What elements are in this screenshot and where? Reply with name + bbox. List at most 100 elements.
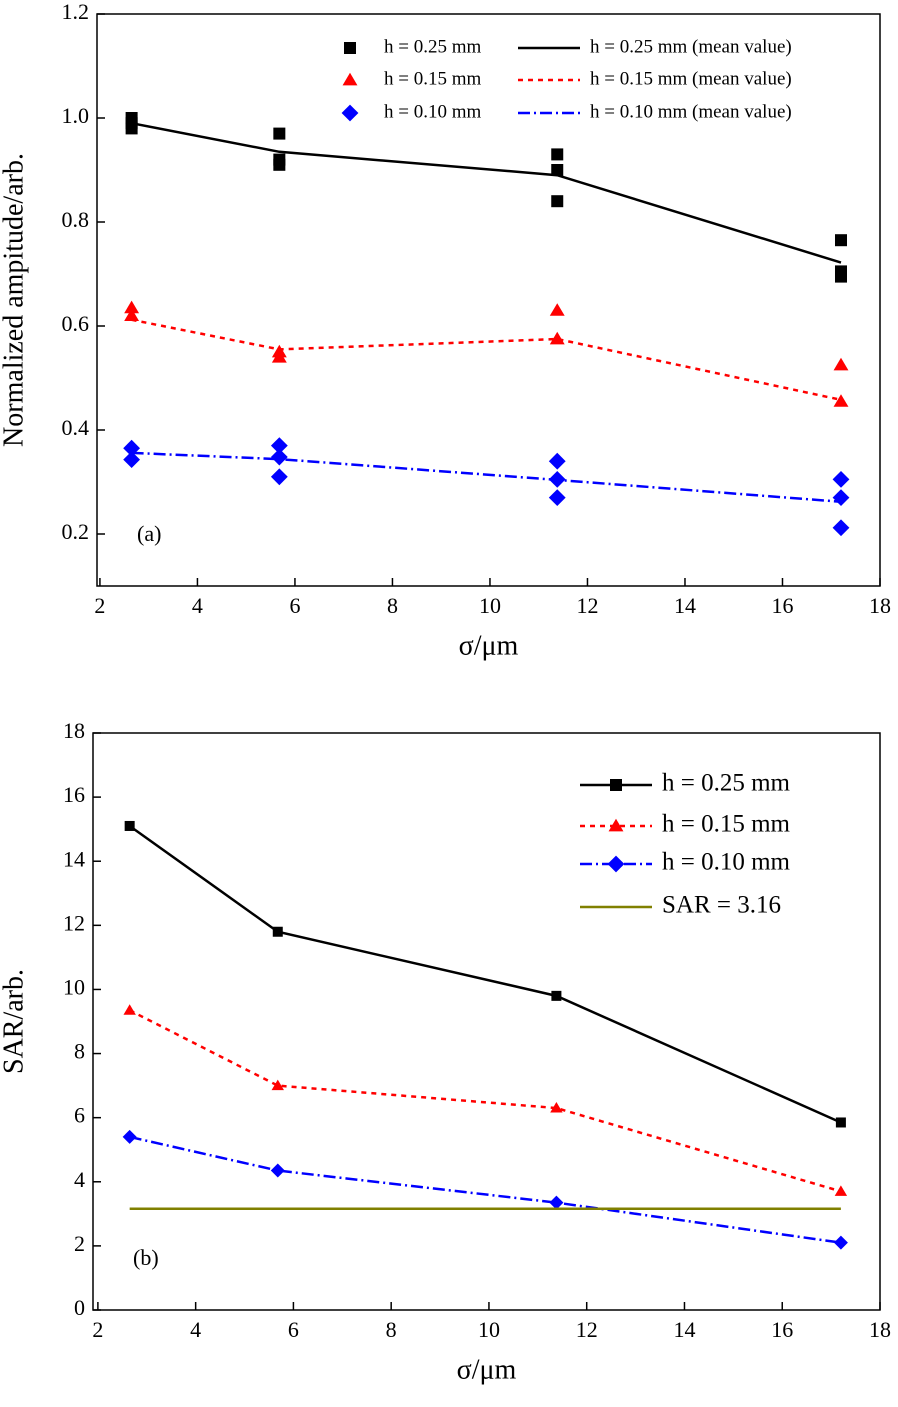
plot-frame bbox=[92, 732, 881, 1311]
marker-diamond bbox=[549, 1195, 564, 1210]
y-axis-title: Normalized ampitude/arb. bbox=[0, 153, 29, 447]
x-tick-label: 6 bbox=[288, 1317, 299, 1342]
marker-square bbox=[551, 195, 564, 208]
x-tick-label: 10 bbox=[479, 593, 501, 618]
x-tick-label: 14 bbox=[674, 593, 696, 618]
marker-triangle bbox=[550, 1102, 563, 1113]
legend-entry: h = 0.15 mm bbox=[384, 68, 481, 89]
x-tick-label: 2 bbox=[92, 1317, 103, 1342]
marker-square bbox=[835, 1117, 846, 1128]
marker-triangle bbox=[833, 394, 849, 407]
y-tick-label: 0.4 bbox=[62, 415, 90, 440]
marker-square bbox=[273, 158, 286, 171]
panel-label: (b) bbox=[133, 1245, 159, 1270]
marker-square bbox=[272, 926, 283, 937]
marker-diamond bbox=[548, 489, 566, 506]
legend-label: SAR = 3.16 bbox=[662, 892, 781, 919]
legend-entry: h = 0.15 mm (mean value) bbox=[518, 68, 792, 89]
legend-label: h = 0.15 mm (mean value) bbox=[590, 68, 792, 89]
y-tick-label: 18 bbox=[63, 718, 85, 743]
marker-diamond bbox=[270, 468, 288, 486]
marker-diamond bbox=[270, 437, 288, 454]
marker-triangle bbox=[124, 308, 140, 321]
y-tick-label: 16 bbox=[63, 782, 85, 807]
y-tick-label: 1.0 bbox=[62, 103, 90, 128]
x-tick-label: 2 bbox=[94, 593, 105, 618]
marker-triangle bbox=[271, 350, 287, 363]
series-line bbox=[129, 1009, 842, 1193]
marker-diamond bbox=[833, 1235, 848, 1250]
legend-entry: h = 0.25 mm bbox=[384, 36, 481, 57]
x-tick-label: 4 bbox=[190, 1317, 201, 1342]
marker-square bbox=[551, 990, 562, 1001]
x-tick-label: 6 bbox=[289, 593, 300, 618]
legend-label: h = 0.15 mm bbox=[384, 68, 481, 89]
x-tick-label: 12 bbox=[576, 1317, 598, 1342]
marker-diamond bbox=[832, 519, 850, 537]
marker-square bbox=[125, 122, 138, 135]
legend-marker bbox=[608, 818, 624, 832]
marker-square bbox=[124, 820, 135, 831]
y-tick-label: 6 bbox=[74, 1103, 85, 1128]
y-tick-label: 12 bbox=[63, 910, 85, 935]
y-tick-label: 2 bbox=[74, 1231, 85, 1256]
panel-label: (a) bbox=[137, 521, 161, 546]
series-line bbox=[131, 121, 842, 264]
x-tick-label: 16 bbox=[771, 1317, 793, 1342]
marker-diamond bbox=[270, 1163, 285, 1178]
marker-diamond bbox=[270, 448, 288, 466]
legend-entry: h = 0.25 mm (mean value) bbox=[518, 36, 792, 57]
y-tick-label: 0.8 bbox=[62, 207, 90, 232]
marker-diamond bbox=[832, 471, 850, 488]
legend-label: h = 0.25 mm (mean value) bbox=[590, 36, 792, 57]
legend-label: h = 0.10 mm bbox=[662, 849, 791, 876]
legend-entry: h = 0.15 mm bbox=[580, 811, 791, 838]
marker-triangle bbox=[549, 331, 565, 345]
legend-entry: SAR = 3.16 bbox=[580, 892, 781, 919]
y-tick-label: 14 bbox=[63, 846, 85, 871]
y-tick-label: 1.2 bbox=[62, 0, 90, 24]
marker-square bbox=[834, 270, 847, 283]
legend-entry: h = 0.10 mm bbox=[580, 849, 791, 876]
marker-triangle bbox=[833, 357, 849, 371]
marker-triangle bbox=[123, 1004, 136, 1015]
x-tick-label: 10 bbox=[478, 1317, 500, 1342]
marker-square bbox=[834, 234, 847, 247]
legend-swatch bbox=[342, 72, 358, 86]
legend-swatch bbox=[344, 42, 356, 54]
x-tick-label: 18 bbox=[869, 1317, 891, 1342]
legend-label: h = 0.15 mm bbox=[662, 811, 791, 838]
legend-label: h = 0.25 mm bbox=[662, 770, 791, 797]
x-tick-label: 4 bbox=[192, 593, 203, 618]
legend-label: h = 0.10 mm (mean value) bbox=[590, 101, 792, 122]
marker-square bbox=[273, 127, 286, 140]
marker-square bbox=[551, 164, 564, 176]
legend-entry: h = 0.10 mm bbox=[384, 101, 481, 122]
y-tick-label: 4 bbox=[74, 1167, 85, 1192]
x-tick-label: 8 bbox=[387, 593, 398, 618]
series-line bbox=[131, 451, 842, 504]
series-line bbox=[131, 318, 842, 402]
x-tick-label: 18 bbox=[869, 593, 891, 618]
x-tick-label: 12 bbox=[576, 593, 598, 618]
legend-label: h = 0.10 mm bbox=[384, 101, 481, 122]
x-tick-label: 16 bbox=[771, 593, 793, 618]
y-tick-label: 0.6 bbox=[62, 311, 90, 336]
legend-swatch bbox=[341, 104, 359, 122]
legend-marker bbox=[607, 855, 625, 873]
x-tick-label: 14 bbox=[673, 1317, 695, 1342]
marker-triangle bbox=[549, 303, 565, 316]
series-line bbox=[128, 824, 842, 1124]
legend-marker bbox=[610, 779, 622, 791]
y-tick-label: 8 bbox=[74, 1039, 85, 1064]
x-axis-title: σ/μm bbox=[459, 630, 519, 661]
marker-triangle bbox=[271, 1079, 284, 1091]
y-tick-label: 0.2 bbox=[62, 519, 90, 544]
legend-entry: h = 0.10 mm (mean value) bbox=[518, 101, 792, 122]
y-tick-label: 0 bbox=[74, 1295, 85, 1320]
y-tick-label: 10 bbox=[63, 974, 85, 999]
x-axis-title: σ/μm bbox=[457, 1354, 517, 1385]
series-line bbox=[129, 1135, 842, 1244]
